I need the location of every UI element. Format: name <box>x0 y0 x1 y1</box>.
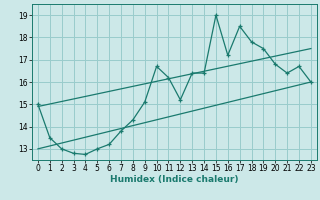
X-axis label: Humidex (Indice chaleur): Humidex (Indice chaleur) <box>110 175 239 184</box>
